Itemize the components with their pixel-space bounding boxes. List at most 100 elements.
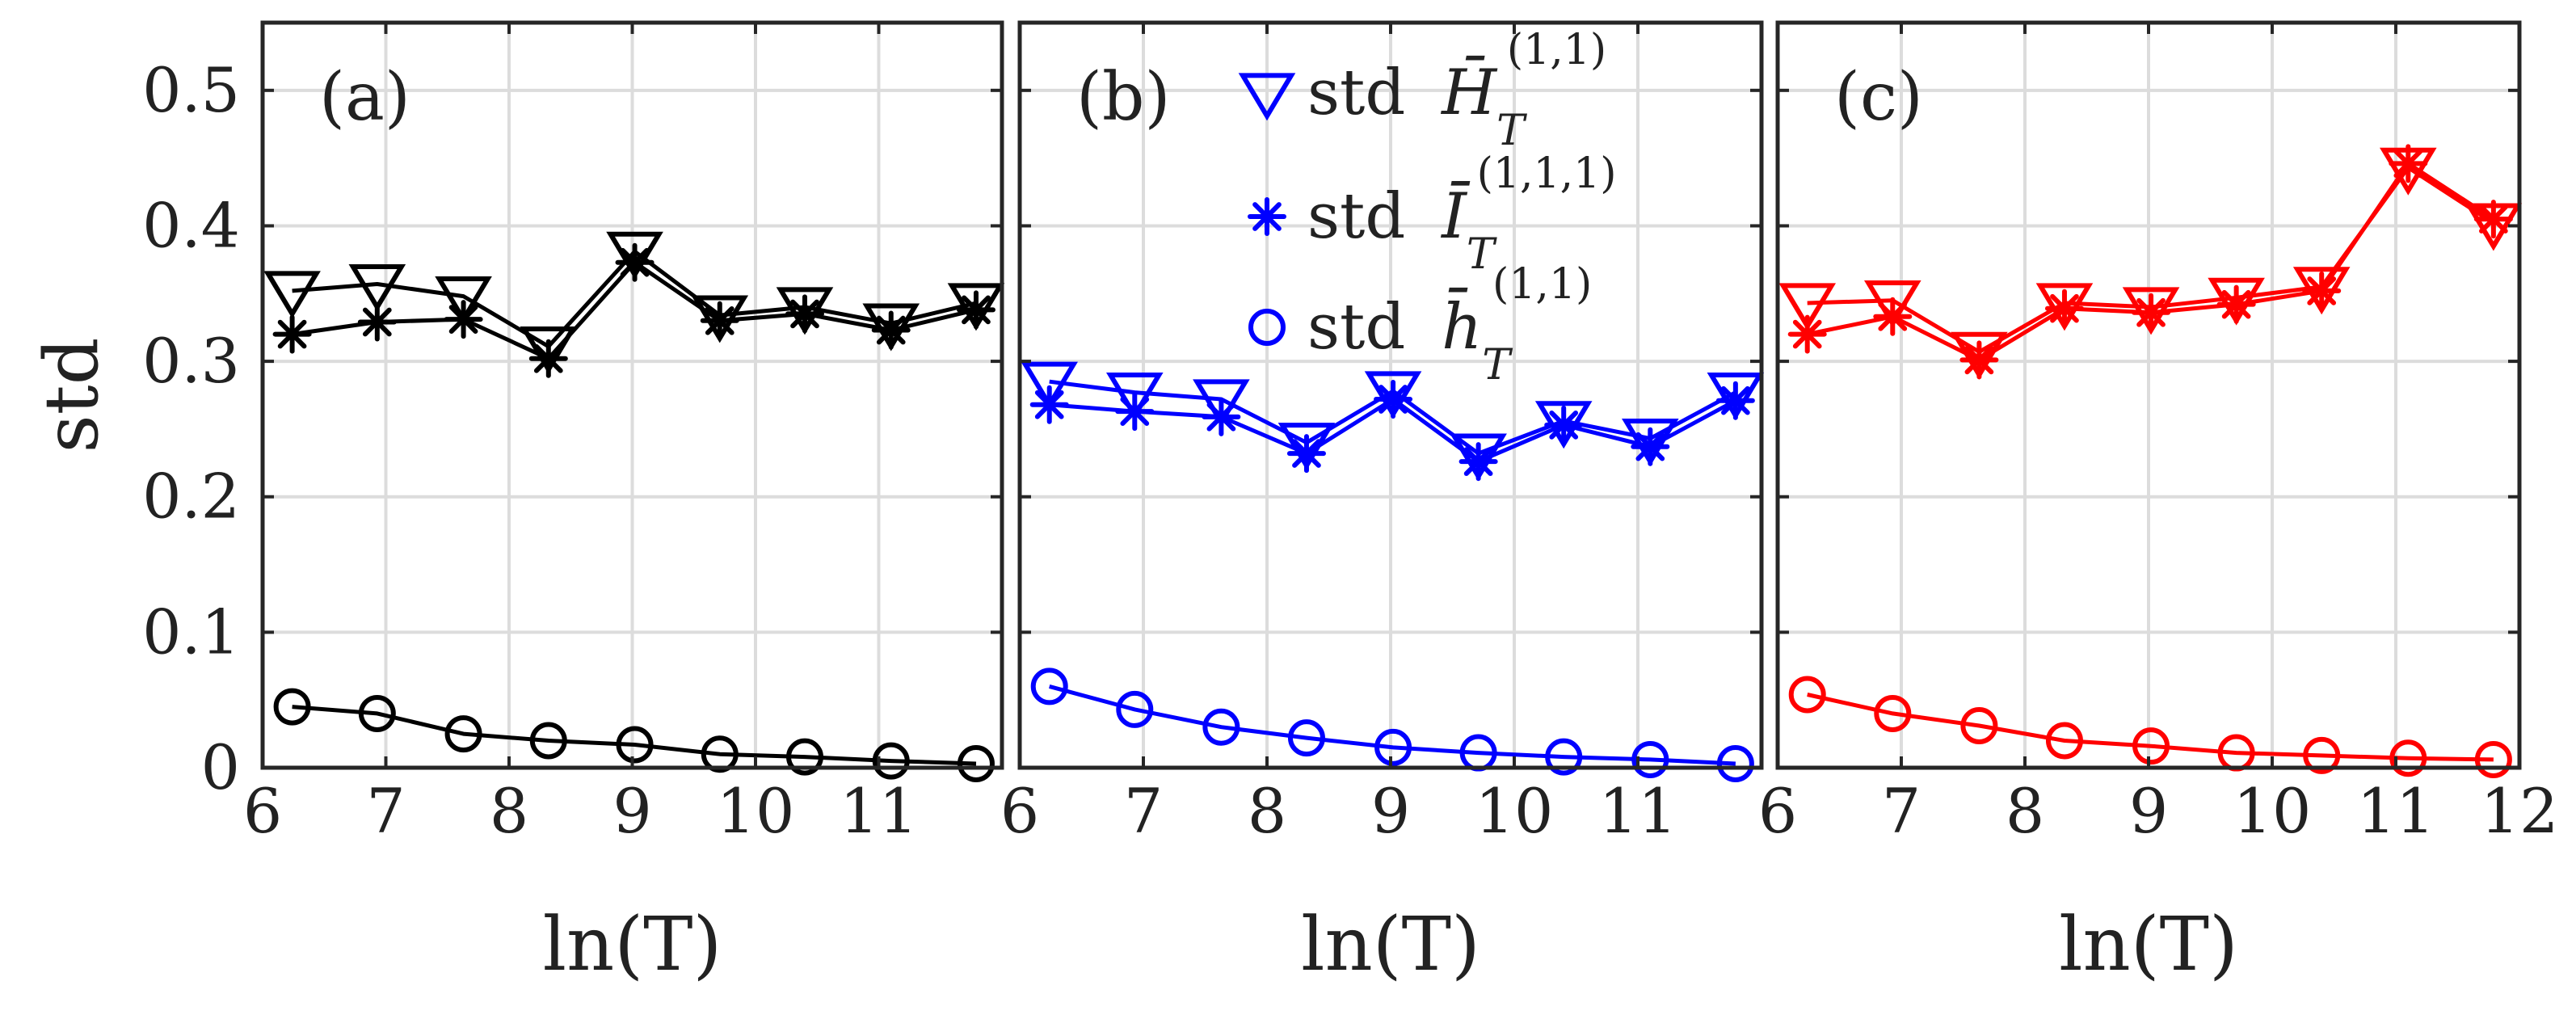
panel-1-series-1-point <box>1544 405 1584 444</box>
panel-1-xtick-label: 6 <box>1000 775 1039 847</box>
panel-2-series-2-point <box>2303 736 2341 774</box>
ytick-label: 0 <box>201 731 240 803</box>
panel-2-series-1-point <box>2216 284 2256 324</box>
panel-1-series-1-point <box>1631 427 1670 466</box>
panel-2-series-2-point <box>2132 727 2170 765</box>
panel-0-series-0-point <box>947 283 1005 331</box>
text-layer: 6 7 8 9 10 11 (a) ln(T) 6 7 8 9 10 11 (b) ln(T) 6 7 8 9 10 11… <box>28 54 2558 988</box>
legend-entry-0: std H̄T(1,1) <box>1307 26 1606 155</box>
panel-0-series-1-point <box>357 302 397 342</box>
panel-0-series-2-point <box>616 726 654 764</box>
panel-2-series-2-line <box>1807 693 2494 762</box>
panel-0-xtick-label: 8 <box>490 775 528 847</box>
panel-2-series-1-point <box>1959 340 1999 380</box>
panel-1-series-0-point <box>1193 379 1250 427</box>
legend-entry-2: std h̄T(1,1) <box>1307 260 1592 390</box>
panel-1-series-2-point <box>1287 719 1325 757</box>
panel-2-xtick-label: 7 <box>1882 775 1921 847</box>
panel-1-series-0-point <box>1021 361 1079 410</box>
panel-0-series-2-point <box>701 735 739 773</box>
panel-2-series-1-point <box>2473 200 2513 239</box>
panel-1-xtick-label: 9 <box>1371 775 1410 847</box>
panel-0-series-0-point <box>435 276 492 324</box>
panel-2-series-2-point <box>1788 676 1826 714</box>
panel-2-xtick-label: 8 <box>2006 775 2044 847</box>
panel-0-xtick-label: 7 <box>366 775 405 847</box>
panel-0-label: (a) <box>319 59 410 136</box>
panel-2-series-1-point <box>1873 297 1913 336</box>
panel-0-series-0-point <box>348 263 406 312</box>
panel-1-series-2-point <box>1716 744 1754 782</box>
panel-1-xtick-label: 7 <box>1124 775 1163 847</box>
panel-1-series-1-point <box>1115 392 1155 432</box>
panel-0-series-1-point <box>444 300 483 339</box>
panel-0-series-1-point <box>785 294 824 334</box>
frame-layer <box>260 20 2522 770</box>
panel-0-series-2-line <box>292 705 977 766</box>
panel-1-series-2-point <box>1374 728 1412 766</box>
panel-1-series-2-line <box>1049 684 1736 766</box>
panel-0-series-2-point <box>358 694 396 732</box>
panel-1-series-1-point <box>1286 434 1326 474</box>
panel-0-xlabel: ln(T) <box>543 901 722 988</box>
panel-2-xlabel: ln(T) <box>2059 901 2238 988</box>
panel-2-xtick-label: 11 <box>2357 775 2435 847</box>
panel-2-series-2-point <box>2474 740 2512 778</box>
panel-0-series-1-point <box>528 339 568 378</box>
panel-2-xtick-label: 6 <box>1758 775 1797 847</box>
data-layer <box>263 144 2523 782</box>
panel-2-series-2-point <box>1960 707 1998 745</box>
legend: std H̄T(1,1)std ĪT(1,1,1)std h̄T(1,1) <box>1238 26 1617 390</box>
panel-2-series-0-point <box>2208 277 2265 326</box>
panel-0-series-0-point <box>263 271 321 319</box>
panel-1-series-0-point <box>1364 371 1422 419</box>
panel-2-xtick-label: 10 <box>2233 775 2312 847</box>
legend-entry-1: std ĪT(1,1,1) <box>1307 150 1617 279</box>
panel-0-xtick-label: 11 <box>840 775 918 847</box>
panel-2-label: (c) <box>1834 59 1923 136</box>
panel-1-series-2-point <box>1202 708 1240 746</box>
panel-0-series-2-point <box>529 722 567 760</box>
panel-2-series-1-point <box>2132 293 2171 332</box>
panel-1-label: (b) <box>1076 59 1170 136</box>
ytick-label: 0.3 <box>142 325 240 397</box>
panel-0-series-2-point <box>786 738 823 776</box>
panel-1-series-2-point <box>1631 740 1669 778</box>
panel-1-xlabel: ln(T) <box>1301 901 1480 988</box>
panel-2-series-2-point <box>2389 739 2427 777</box>
legend-marker-triangle-down <box>1238 73 1296 121</box>
panel-2-series-0-point <box>2035 283 2094 331</box>
panel-0-series-0-point <box>776 287 834 335</box>
panel-1-series-1-point <box>1374 380 1413 419</box>
panel-1-series-1-point <box>1202 397 1241 436</box>
panel-1-series-1-point <box>1029 385 1069 424</box>
ytick-label: 0.2 <box>142 461 240 533</box>
panel-2-xtick-label: 12 <box>2481 775 2559 847</box>
panel-2-series-2-point <box>1874 694 1912 732</box>
panel-1-series-2-point <box>1116 690 1154 728</box>
ytick-label: 0.5 <box>142 54 240 126</box>
panel-0-series-0-point <box>606 231 663 280</box>
panel-0-xtick-label: 10 <box>717 775 795 847</box>
panel-0-series-2-point <box>872 742 910 780</box>
panel-0-series-1-point <box>700 301 739 340</box>
panel-2-series-1-point <box>2302 271 2342 310</box>
panel-2-series-2-point <box>2045 722 2083 760</box>
panel-1-series-1-point <box>1458 442 1498 482</box>
ytick-label: 0.1 <box>142 596 240 668</box>
y-axis-label: std <box>28 337 115 453</box>
panel-0-series-1-point <box>956 290 995 330</box>
panel-2-series-0-point <box>1778 283 1837 331</box>
ytick-label: 0.4 <box>142 189 240 261</box>
panel-0-series-2-point <box>273 688 311 726</box>
panel-0-series-1-point <box>615 242 655 282</box>
panel-1-xtick-label: 10 <box>1475 775 1554 847</box>
panel-2-series-1-point <box>2044 288 2084 328</box>
panel-1-series-0-point <box>1707 373 1765 420</box>
panel-2-series-1-point <box>1787 314 1827 354</box>
panel-1-series-1-point <box>1715 381 1755 420</box>
panel-0-series-2-point <box>444 715 482 753</box>
panel-1-xtick-label: 11 <box>1599 775 1677 847</box>
panel-0-xtick-label: 9 <box>612 775 651 847</box>
